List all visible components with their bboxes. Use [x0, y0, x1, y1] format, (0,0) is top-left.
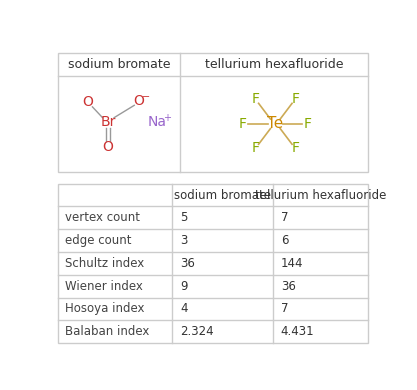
Text: tellurium hexafluoride: tellurium hexafluoride: [255, 188, 386, 202]
Text: Wiener index: Wiener index: [65, 280, 142, 292]
Text: O: O: [82, 95, 93, 109]
Text: 4: 4: [180, 303, 188, 316]
Text: tellurium hexafluoride: tellurium hexafluoride: [205, 58, 344, 71]
Text: 5: 5: [180, 211, 187, 224]
Text: 4.431: 4.431: [281, 325, 314, 339]
Text: 2.324: 2.324: [180, 325, 214, 339]
Text: Hosoya index: Hosoya index: [65, 303, 144, 316]
Text: 7: 7: [281, 211, 288, 224]
Text: O: O: [103, 140, 113, 154]
Text: +: +: [163, 113, 171, 122]
Text: Na: Na: [147, 115, 166, 129]
Text: vertex count: vertex count: [65, 211, 140, 224]
Text: 3: 3: [180, 234, 187, 247]
Text: F: F: [251, 142, 259, 156]
Text: Te: Te: [267, 116, 284, 131]
Text: 36: 36: [180, 257, 195, 270]
Text: sodium bromate: sodium bromate: [174, 188, 271, 202]
Text: F: F: [251, 92, 259, 106]
Text: F: F: [291, 142, 299, 156]
Text: F: F: [239, 117, 247, 131]
Text: F: F: [291, 92, 299, 106]
Text: Balaban index: Balaban index: [65, 325, 149, 339]
Text: O: O: [133, 94, 144, 108]
Text: 6: 6: [281, 234, 288, 247]
Bar: [58, 53, 368, 172]
Text: 36: 36: [281, 280, 296, 292]
Text: −: −: [142, 92, 150, 102]
Text: 7: 7: [281, 303, 288, 316]
Text: F: F: [304, 117, 312, 131]
Text: 9: 9: [180, 280, 188, 292]
Text: Schultz index: Schultz index: [65, 257, 144, 270]
Text: 144: 144: [281, 257, 303, 270]
Bar: [58, 184, 368, 343]
Text: edge count: edge count: [65, 234, 131, 247]
Text: sodium bromate: sodium bromate: [68, 58, 171, 71]
Text: Br: Br: [100, 115, 116, 129]
